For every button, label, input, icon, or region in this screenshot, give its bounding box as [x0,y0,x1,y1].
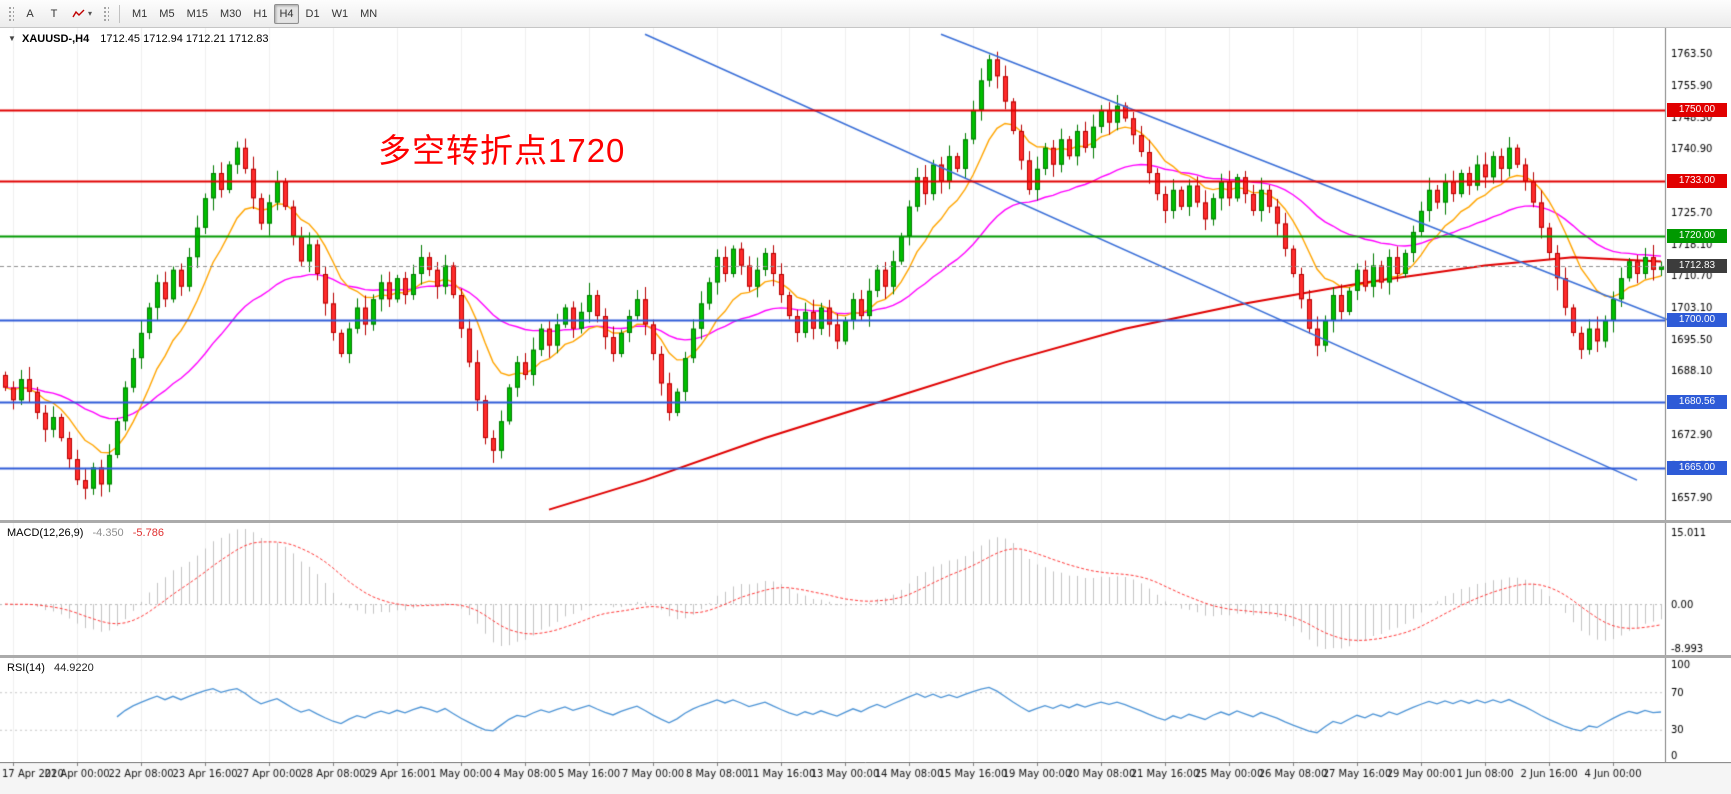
macd-name: MACD(12,26,9) [7,527,84,539]
symbol-marker-icon: ▼ [8,34,16,43]
price-badge: 1700.00 [1667,313,1727,328]
timeframe-button-m1[interactable]: M1 [127,4,152,24]
draw-tools-button[interactable]: ▾ [67,4,97,24]
toolbar-grip[interactable] [7,4,14,23]
price-badge: 1712.83 [1667,259,1727,274]
price-badge: 1680.56 [1667,395,1727,410]
toolbar: A T ▾ M1 M5 M15 M30 H1 H4 D1 W1 MN [0,0,1731,28]
time-axis-canvas[interactable] [0,762,1731,794]
symbol-name: XAUUSD-,H4 [21,33,90,45]
symbol-ohlc-readout: ▼ XAUUSD-,H4 1712.45 1712.94 1712.21 171… [8,33,269,45]
timeframe-button-m30[interactable]: M30 [215,4,246,24]
timeframe-button-mn[interactable]: MN [355,4,382,24]
timeframe-button-w1[interactable]: W1 [327,4,354,24]
macd-panel-canvas[interactable] [0,523,1731,655]
rsi-panel-canvas[interactable] [0,658,1731,762]
polyline-icon [72,9,85,17]
price-chart-canvas[interactable] [0,28,1731,520]
macd-main-value: -4.350 [92,527,124,539]
timeframe-button-d1[interactable]: D1 [301,4,325,24]
macd-signal-value: -5.786 [132,527,164,539]
rsi-value: 44.9220 [53,662,94,674]
text-tool-button[interactable]: T [43,4,65,24]
toolbar-separator [119,4,121,23]
rsi-indicator-label: RSI(14) 44.9220 [7,662,94,674]
dropdown-caret-icon: ▾ [88,9,93,18]
rsi-name: RSI(14) [7,662,45,674]
cursor-tool-button[interactable]: A [19,4,41,24]
ohlc-values: 1712.45 1712.94 1712.21 1712.83 [100,33,269,45]
price-badge: 1720.00 [1667,229,1727,244]
timeframe-button-m15[interactable]: M15 [182,4,213,24]
chart-annotation-text: 多空转折点1720 [378,132,626,169]
chart-stage: ▼ XAUUSD-,H4 1712.45 1712.94 1712.21 171… [0,28,1731,794]
price-badge: 1750.00 [1667,102,1727,117]
price-badge: 1665.00 [1667,460,1727,475]
macd-indicator-label: MACD(12,26,9) -4.350 -5.786 [7,527,164,539]
timeframe-button-h1[interactable]: H1 [248,4,272,24]
timeframe-button-h4[interactable]: H4 [274,3,299,24]
toolbar-grip[interactable] [102,4,110,23]
price-badge: 1733.00 [1667,174,1727,189]
timeframe-button-m5[interactable]: M5 [154,4,179,24]
